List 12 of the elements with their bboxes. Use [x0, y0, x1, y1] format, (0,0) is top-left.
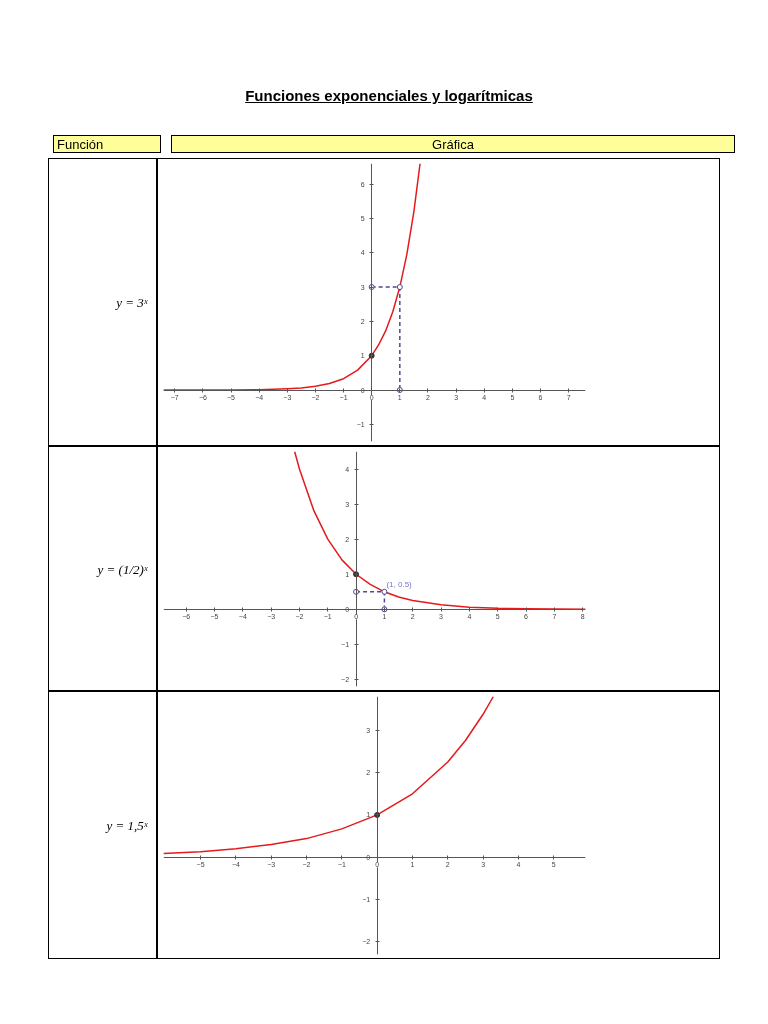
- point: [353, 588, 360, 595]
- text: Funciones exponenciales y logarítmicas: [245, 87, 533, 104]
- text: Función: [57, 136, 104, 154]
- text: y = (1/2)ˣ: [95, 561, 148, 577]
- line-series: [163, 696, 495, 855]
- annotation: (1, 0.5): [386, 579, 413, 589]
- point: [396, 284, 403, 291]
- line-series: [163, 163, 421, 391]
- text: y = 1,5ˣ: [104, 818, 148, 833]
- text: y = 3ˣ: [114, 295, 148, 310]
- point: [381, 588, 388, 595]
- text: Gráfica: [432, 136, 474, 154]
